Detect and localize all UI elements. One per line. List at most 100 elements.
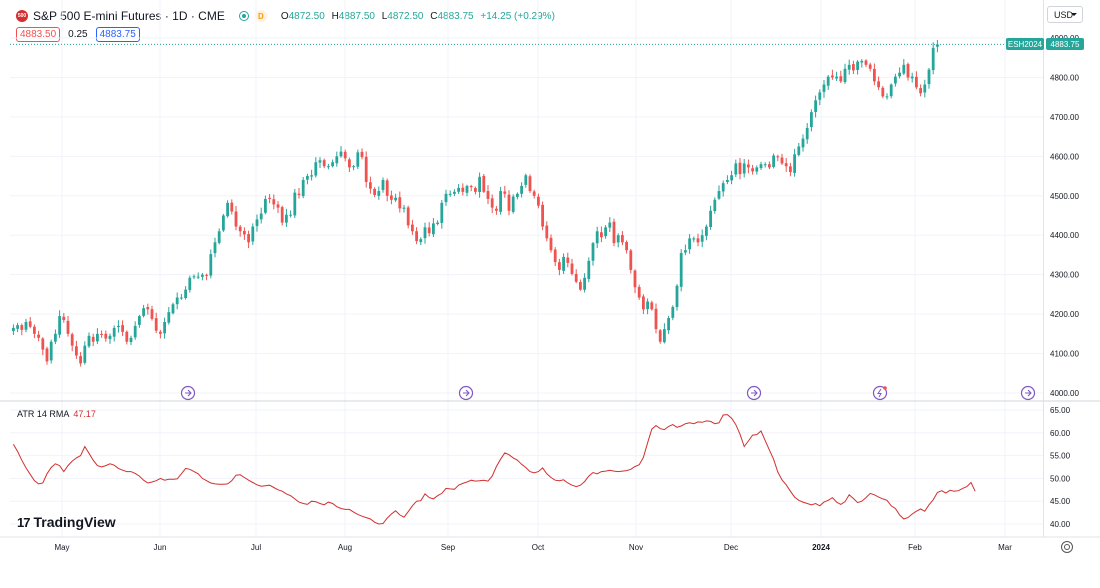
candle-body (793, 154, 796, 173)
candle-body (507, 194, 511, 211)
candle-body (243, 230, 246, 235)
price-tick-label: 4300.00 (1050, 271, 1079, 280)
candle-body (679, 252, 683, 287)
candle-body (780, 157, 784, 164)
candle-body (318, 160, 322, 163)
candle-body (759, 164, 763, 168)
candle-body (465, 185, 469, 193)
candle-body (558, 262, 561, 270)
candle-body (898, 72, 901, 77)
open-value: 4872.50 (288, 10, 325, 22)
candle-body (343, 151, 347, 159)
candle-body (373, 188, 376, 195)
candle-body (310, 175, 313, 177)
session-badge: D (254, 10, 267, 22)
candle-body (28, 321, 32, 327)
time-tick-label: Mar (998, 543, 1012, 552)
settings-gear-icon[interactable] (1061, 541, 1073, 553)
candle-body (390, 195, 393, 200)
candle-body (650, 302, 654, 310)
candle-body (587, 260, 591, 279)
candle-body (167, 312, 171, 323)
candle-body (654, 308, 658, 330)
event-arrow-icon[interactable] (458, 385, 474, 401)
candle-body (612, 221, 616, 244)
symbol-title[interactable]: S&P 500 E-mini Futures · 1D · CME (33, 9, 225, 23)
tradingview-logo-icon: 17 (17, 514, 31, 530)
candle-body (247, 234, 250, 243)
candle-body (818, 92, 822, 100)
candle-body (868, 64, 872, 69)
candle-body (667, 318, 670, 331)
candle-body (209, 254, 213, 276)
candle-body (524, 175, 528, 185)
candle-body (100, 333, 103, 335)
candle-body (906, 64, 910, 78)
candle-body (831, 75, 834, 78)
candle-body (415, 231, 418, 242)
candle-body (159, 331, 162, 334)
candle-body (814, 100, 817, 112)
candle-body (553, 249, 557, 263)
time-tick-label: Aug (338, 543, 352, 552)
candle-body (314, 162, 318, 176)
candle-body (444, 193, 448, 203)
candle-body (726, 180, 729, 183)
candle-body (339, 151, 343, 157)
atr-tick-label: 40.00 (1050, 520, 1071, 529)
price-tick-label: 4100.00 (1050, 350, 1079, 359)
candle-body (238, 226, 242, 232)
candle-body (469, 186, 473, 188)
candle-body (532, 191, 536, 196)
candle-body (117, 325, 120, 328)
symbol-tag-text: ESH2024 (1008, 40, 1043, 49)
candle-body (83, 345, 87, 363)
candle-body (37, 334, 40, 338)
candle-body (713, 199, 717, 212)
candle-body (402, 207, 406, 209)
event-arrow-icon[interactable] (746, 385, 762, 401)
candle-body (448, 193, 452, 195)
time-tick-label: Jul (251, 543, 261, 552)
currency-dropdown[interactable]: USD (1047, 6, 1083, 23)
candle-body (91, 336, 95, 342)
atr-legend[interactable]: ATR 14 RMA 47.17 (17, 409, 96, 419)
event-markers (180, 385, 1036, 401)
candle-body (873, 68, 876, 82)
chart-header: 500 S&P 500 E-mini Futures · 1D · CME D … (16, 7, 555, 25)
candle-body (772, 155, 775, 167)
candle-body (503, 191, 507, 194)
candle-body (255, 219, 259, 227)
tradingview-watermark-text: TradingView (33, 514, 116, 530)
last-price-marker: ESH2024 4883.75 (1006, 38, 1084, 50)
atr-tick-label: 55.00 (1050, 452, 1071, 461)
candle-body (41, 338, 45, 350)
candle-body (268, 197, 271, 199)
candle-body (377, 191, 381, 196)
candle-body (566, 257, 570, 263)
candle-body (272, 199, 276, 205)
atr-legend-value: 47.17 (73, 409, 96, 419)
candle-body (335, 156, 339, 164)
tradingview-watermark[interactable]: 17 TradingView (17, 514, 116, 530)
sell-price-button[interactable]: 4883.50 (16, 27, 61, 42)
candle-body (33, 326, 36, 334)
candle-body (301, 180, 305, 197)
candle-body (936, 44, 939, 47)
buy-price-button[interactable]: 4883.75 (95, 27, 140, 42)
event-arrow-icon[interactable] (1020, 385, 1036, 401)
price-tick-label: 4500.00 (1050, 192, 1079, 201)
candle-body (537, 196, 540, 206)
event-arrow-icon[interactable] (180, 385, 196, 401)
candle-body (826, 76, 830, 86)
candle-body (852, 64, 855, 71)
event-flash-icon[interactable] (872, 385, 888, 401)
candle-body (230, 202, 234, 212)
symbol-logo-icon: 500 (16, 10, 28, 22)
candle-body (751, 168, 754, 172)
candle-body (20, 325, 24, 330)
candle-body (16, 325, 19, 329)
candle-body (394, 197, 397, 201)
candle-body (188, 277, 192, 290)
